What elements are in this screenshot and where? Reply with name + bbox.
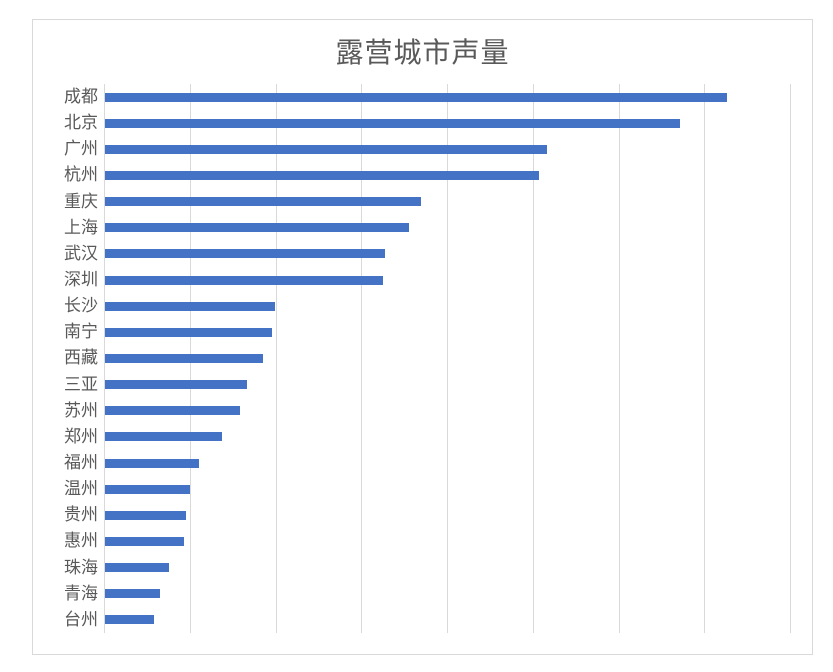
bar-row: 广州 <box>64 136 790 162</box>
category-label: 北京 <box>64 113 98 134</box>
bar-row: 成都 <box>64 84 790 110</box>
category-label: 武汉 <box>64 243 98 264</box>
data-bar[interactable] <box>105 354 263 364</box>
category-label: 青海 <box>64 583 98 604</box>
data-bar[interactable] <box>105 380 248 390</box>
data-bar[interactable] <box>105 458 200 468</box>
data-bar[interactable] <box>105 249 386 259</box>
bar-row: 温州 <box>64 476 790 502</box>
plot-area: 成都北京广州杭州重庆上海武汉深圳长沙南宁西藏三亚苏州郑州福州温州贵州惠州珠海青海… <box>64 84 791 633</box>
category-label: 珠海 <box>64 557 98 578</box>
vertical-gridline <box>447 84 448 633</box>
category-label: 广州 <box>64 139 98 160</box>
bar-row: 三亚 <box>64 372 790 398</box>
bar-row: 南宁 <box>64 319 790 345</box>
data-bar[interactable] <box>105 301 275 311</box>
category-label: 温州 <box>64 479 98 500</box>
bar-row: 台州 <box>64 607 790 633</box>
data-bar[interactable] <box>105 615 154 625</box>
bar-row: 西藏 <box>64 345 790 371</box>
category-axis-line <box>104 84 105 633</box>
category-label: 惠州 <box>64 531 98 552</box>
data-bar[interactable] <box>105 223 409 233</box>
bar-row: 北京 <box>64 110 790 136</box>
category-label: 上海 <box>64 217 98 238</box>
chart-title: 露营城市声量 <box>335 36 510 69</box>
vertical-gridline <box>618 84 620 633</box>
bar-row: 杭州 <box>64 162 790 188</box>
bar-row: 武汉 <box>64 241 790 267</box>
bar-row: 苏州 <box>64 398 790 424</box>
category-label: 贵州 <box>64 505 98 526</box>
data-bar[interactable] <box>105 589 160 599</box>
bar-row: 贵州 <box>64 502 790 528</box>
bar-row: 惠州 <box>64 528 790 554</box>
data-bar[interactable] <box>105 327 273 337</box>
data-bar[interactable] <box>105 432 223 442</box>
data-bar[interactable] <box>105 197 422 207</box>
bar-row: 青海 <box>64 581 790 607</box>
data-bar[interactable] <box>105 144 547 154</box>
data-bar[interactable] <box>105 171 539 181</box>
category-label: 苏州 <box>64 400 98 421</box>
bar-row: 上海 <box>64 215 790 241</box>
data-bar[interactable] <box>105 510 186 520</box>
data-bar[interactable] <box>105 537 184 547</box>
category-label: 长沙 <box>64 296 98 317</box>
category-label: 西藏 <box>64 348 98 369</box>
data-bar[interactable] <box>105 563 170 573</box>
bar-row: 郑州 <box>64 424 790 450</box>
bar-row: 深圳 <box>64 267 790 293</box>
category-label: 郑州 <box>64 426 98 447</box>
vertical-gridline <box>275 84 277 633</box>
bar-row: 珠海 <box>64 555 790 581</box>
bar-row: 重庆 <box>64 189 790 215</box>
category-label: 杭州 <box>64 165 98 186</box>
vertical-gridline <box>532 84 534 633</box>
category-label: 三亚 <box>64 374 98 395</box>
data-bar[interactable] <box>105 406 241 416</box>
category-label: 台州 <box>64 609 98 630</box>
bar-row: 福州 <box>64 450 790 476</box>
category-label: 成都 <box>64 87 98 107</box>
bar-row: 长沙 <box>64 293 790 319</box>
category-label: 重庆 <box>64 191 98 212</box>
data-bar[interactable] <box>105 484 190 494</box>
category-label: 深圳 <box>64 270 98 290</box>
chart-container: 露营城市声量 成都北京广州杭州重庆上海武汉深圳长沙南宁西藏三亚苏州郑州福州温州贵… <box>32 19 813 655</box>
category-label: 南宁 <box>64 322 98 343</box>
vertical-gridline <box>704 84 706 633</box>
data-bar[interactable] <box>105 92 727 102</box>
vertical-gridline <box>361 84 363 633</box>
category-label: 福州 <box>64 453 98 473</box>
vertical-gridline <box>790 84 791 633</box>
data-bar[interactable] <box>105 275 383 285</box>
data-bar[interactable] <box>105 118 680 128</box>
